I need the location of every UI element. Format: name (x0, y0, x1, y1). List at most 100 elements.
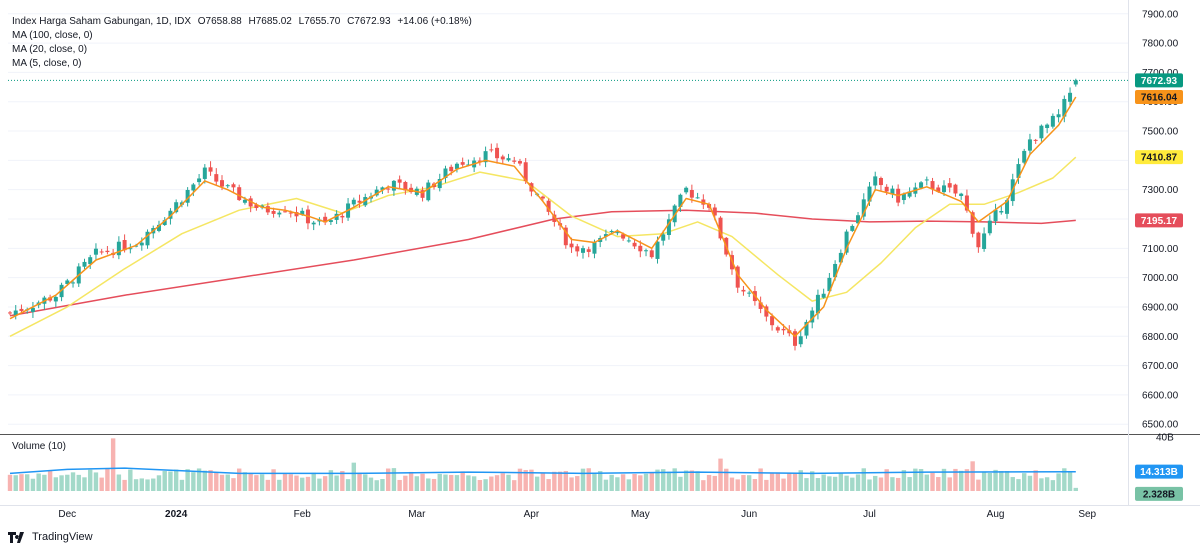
volume-bar (403, 475, 408, 491)
ma5-legend[interactable]: MA (5, close, 0) (12, 58, 82, 69)
volume-bar (701, 480, 706, 491)
candle-body (615, 232, 620, 234)
volume-bar (420, 473, 425, 491)
candle-body (277, 212, 282, 215)
ma100-legend[interactable]: MA (100, close, 0) (12, 30, 93, 41)
candle-body (340, 215, 345, 218)
volume-bar (861, 468, 866, 491)
volume-bar (557, 471, 563, 491)
ma20-legend[interactable]: MA (20, close, 0) (12, 44, 88, 55)
candle-body (1045, 124, 1050, 129)
candle-body (649, 250, 654, 258)
volume-ma-path (9, 467, 1076, 475)
volume-bar (798, 470, 803, 491)
volume-bar (867, 479, 872, 491)
volume-bar (282, 473, 288, 491)
volume-bar (471, 476, 477, 491)
candle-body (718, 217, 723, 239)
volume-bar (844, 475, 849, 491)
candle-body (1050, 115, 1055, 127)
time-tick-label: 2024 (165, 509, 188, 520)
volume-bar (615, 477, 620, 491)
volume-bar (1067, 471, 1073, 491)
volume-bar (1050, 480, 1056, 491)
ma100-line (9, 209, 1076, 317)
price-tick-label: 7100.00 (1142, 244, 1179, 255)
volume-bar (741, 474, 746, 491)
tradingview-logo[interactable]: TradingView (8, 531, 93, 543)
volume-bar (179, 479, 185, 491)
volume-bar (30, 478, 36, 491)
candle-body (982, 233, 987, 249)
volume-bar (460, 471, 465, 491)
time-axis[interactable]: Dec 2024 Feb Mar Apr May Jun Jul Aug Sep (58, 509, 1096, 520)
volume-bar (901, 470, 907, 491)
candle-body (1027, 139, 1032, 151)
volume-legend[interactable]: Volume (10) (12, 441, 66, 452)
volume-bar (139, 478, 144, 491)
symbol-title[interactable]: Index Harga Saham Gabungan, 1D, IDX (12, 16, 191, 27)
time-tick-label: Dec (58, 509, 76, 520)
volume-bar (208, 470, 213, 491)
volume-bar (718, 458, 723, 491)
volume-bar (294, 475, 299, 491)
volume-bar (970, 461, 975, 491)
volume-bar (88, 469, 93, 491)
price-tick-label: 6800.00 (1142, 332, 1179, 343)
volume-bar (638, 475, 643, 491)
candle-body (8, 312, 12, 314)
candle-body (311, 222, 316, 225)
volume-ma-marker-bg (1135, 464, 1183, 479)
candle-body (242, 199, 247, 203)
volume-bar (185, 469, 190, 491)
volume-bar (936, 477, 941, 491)
volume-bar (449, 474, 454, 491)
candle-body (265, 206, 270, 213)
volume-bar (855, 474, 861, 491)
volume-bar (580, 468, 586, 491)
candle-body (804, 321, 809, 336)
candle-body (1005, 200, 1010, 214)
candle-body (105, 250, 110, 253)
volume-bar (918, 469, 924, 491)
candle-body (489, 149, 494, 151)
candle-body (890, 188, 895, 195)
candle-body (770, 316, 775, 326)
volume-bar (810, 471, 815, 491)
volume-bar (924, 474, 929, 491)
volume-bar (1044, 477, 1050, 491)
volume-bar (345, 479, 351, 491)
candle-body (162, 220, 167, 226)
volume-bar (105, 468, 110, 491)
volume-bar (156, 475, 162, 491)
volume-bar (196, 468, 202, 491)
volume-bar (225, 474, 230, 491)
volume-bar (999, 471, 1004, 491)
volume-bar (666, 471, 672, 491)
price-tick-label: 7900.00 (1142, 9, 1179, 20)
volume-bars[interactable] (7, 438, 1078, 491)
volume-bar (884, 469, 889, 491)
volume-bar (735, 479, 740, 491)
candle-body (294, 212, 299, 217)
candle-body (1016, 164, 1021, 178)
volume-bar (500, 473, 505, 491)
time-tick-label: Jul (863, 509, 876, 520)
candle-body (678, 194, 683, 207)
candle-body (88, 257, 93, 265)
volume-bar (706, 474, 712, 491)
volume-bar (116, 474, 122, 491)
candle-body (523, 162, 528, 182)
high-value: H7685.02 (248, 16, 292, 27)
volume-bar (752, 479, 758, 491)
volume-bar (821, 474, 826, 491)
candle-body (197, 178, 202, 183)
volume-bar (764, 479, 769, 491)
volume-bar (672, 468, 677, 491)
candle-body (655, 241, 660, 259)
volume-bar (913, 468, 918, 491)
candle-body (1068, 92, 1073, 102)
candle-body (202, 167, 207, 179)
volume-bar (724, 468, 729, 491)
